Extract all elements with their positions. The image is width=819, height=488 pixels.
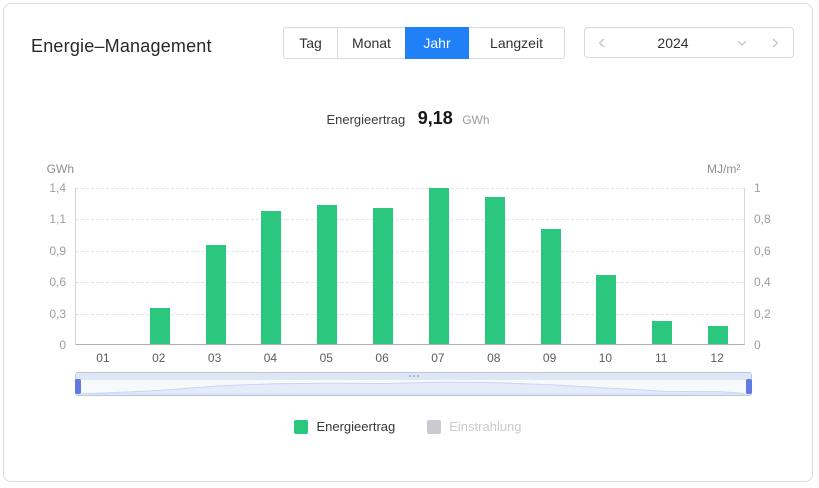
chevron-right-icon — [772, 38, 779, 47]
year-dropdown-toggle[interactable] — [727, 28, 757, 57]
gridline — [76, 219, 744, 221]
tab-monat[interactable]: Monat — [337, 27, 406, 59]
x-axis-label-09: 09 — [542, 351, 557, 365]
datazoom-move-handle[interactable] — [76, 373, 751, 380]
y-axis-right-tick: 0,6 — [754, 243, 771, 258]
x-axis-label-04: 04 — [263, 351, 278, 365]
x-axis-label-11: 11 — [655, 351, 668, 365]
y-axis-right-tick: 1 — [754, 181, 761, 195]
x-axis-label-08: 08 — [487, 351, 501, 365]
gridline — [76, 282, 744, 284]
x-axis-label-02: 02 — [152, 351, 166, 365]
gridline — [76, 188, 744, 189]
y-axis-left-tick: 0,6 — [49, 275, 66, 290]
datazoom-right-handle[interactable] — [746, 379, 752, 394]
x-axis-label-12: 12 — [710, 351, 724, 365]
legend-label: Einstrahlung — [449, 419, 522, 434]
summary-value: 9,18 — [417, 108, 453, 128]
tab-tag[interactable]: Tag — [283, 27, 338, 59]
x-axis-label-05: 05 — [319, 351, 333, 365]
plot-area — [75, 188, 745, 345]
legend-swatch — [427, 419, 442, 434]
datazoom-left-handle[interactable] — [75, 379, 81, 394]
bar-energieertrag-04[interactable] — [261, 211, 282, 344]
page-title: Energie–Management — [31, 36, 212, 56]
summary-label: Energieertrag — [326, 112, 406, 127]
bar-energieertrag-07[interactable] — [428, 188, 449, 344]
y-axis-left-tick: 1,4 — [49, 181, 66, 195]
y-axis-left-tick: 0 — [59, 338, 66, 352]
bar-energieertrag-12[interactable] — [708, 326, 729, 344]
gridline — [76, 250, 744, 252]
legend-label: Energieertrag — [316, 419, 396, 434]
bar-energieertrag-02[interactable] — [149, 307, 170, 344]
legend-item-einstrahlung[interactable]: Einstrahlung — [427, 419, 522, 434]
summary-unit: GWh — [462, 113, 490, 127]
bar-energieertrag-08[interactable] — [484, 196, 505, 344]
y-axis-right-tick: 0 — [754, 338, 761, 352]
gridline — [76, 313, 744, 315]
bar-energieertrag-09[interactable] — [540, 229, 561, 344]
energy-management-card: Energie–Management Tag Monat Jahr Langze… — [3, 3, 813, 482]
tab-langzeit[interactable]: Langzeit — [468, 27, 565, 59]
y-axis-right-tick: 0,2 — [754, 306, 771, 321]
x-axis-label-10: 10 — [598, 351, 613, 365]
datazoom-slider[interactable] — [75, 372, 752, 396]
bar-energieertrag-11[interactable] — [652, 320, 673, 344]
x-axis-label-01: 01 — [96, 351, 110, 365]
chevron-down-icon — [737, 40, 747, 46]
chart-summary: Energieertrag 9,18 GWh — [4, 108, 812, 129]
chevron-left-icon — [598, 38, 605, 47]
bar-energieertrag-03[interactable] — [205, 244, 226, 344]
x-axis-label-03: 03 — [207, 351, 222, 365]
previous-year-button[interactable] — [585, 28, 619, 57]
bar-energieertrag-06[interactable] — [373, 208, 394, 344]
grip-dots-icon — [412, 375, 415, 377]
y-axis-right-title: MJ/m² — [707, 162, 741, 176]
legend-item-energieertrag[interactable]: Energieertrag — [294, 419, 395, 434]
y-axis-right-tick: 0,8 — [754, 212, 771, 227]
year-selector[interactable]: 2024 — [584, 27, 794, 58]
datazoom-data-shadow — [76, 381, 751, 395]
bar-energieertrag-05[interactable] — [317, 204, 338, 344]
period-tab-group: Tag Monat Jahr Langzeit — [283, 27, 565, 59]
y-axis-left-tick: 0,9 — [49, 243, 66, 258]
y-axis-left-tick: 0,3 — [49, 306, 66, 321]
tab-jahr[interactable]: Jahr — [405, 27, 469, 59]
y-axis-right-tick: 0,4 — [754, 275, 771, 290]
x-axis-label-06: 06 — [375, 351, 389, 365]
bar-energieertrag-10[interactable] — [596, 275, 617, 344]
legend-swatch — [294, 419, 309, 434]
year-value: 2024 — [657, 34, 689, 51]
next-year-button[interactable] — [757, 28, 793, 57]
x-axis-label-07: 07 — [431, 351, 445, 365]
y-axis-left-title: GWh — [46, 162, 74, 176]
chart-legend: Energieertrag Einstrahlung — [4, 419, 812, 434]
y-axis-left-tick: 1,1 — [49, 212, 66, 227]
